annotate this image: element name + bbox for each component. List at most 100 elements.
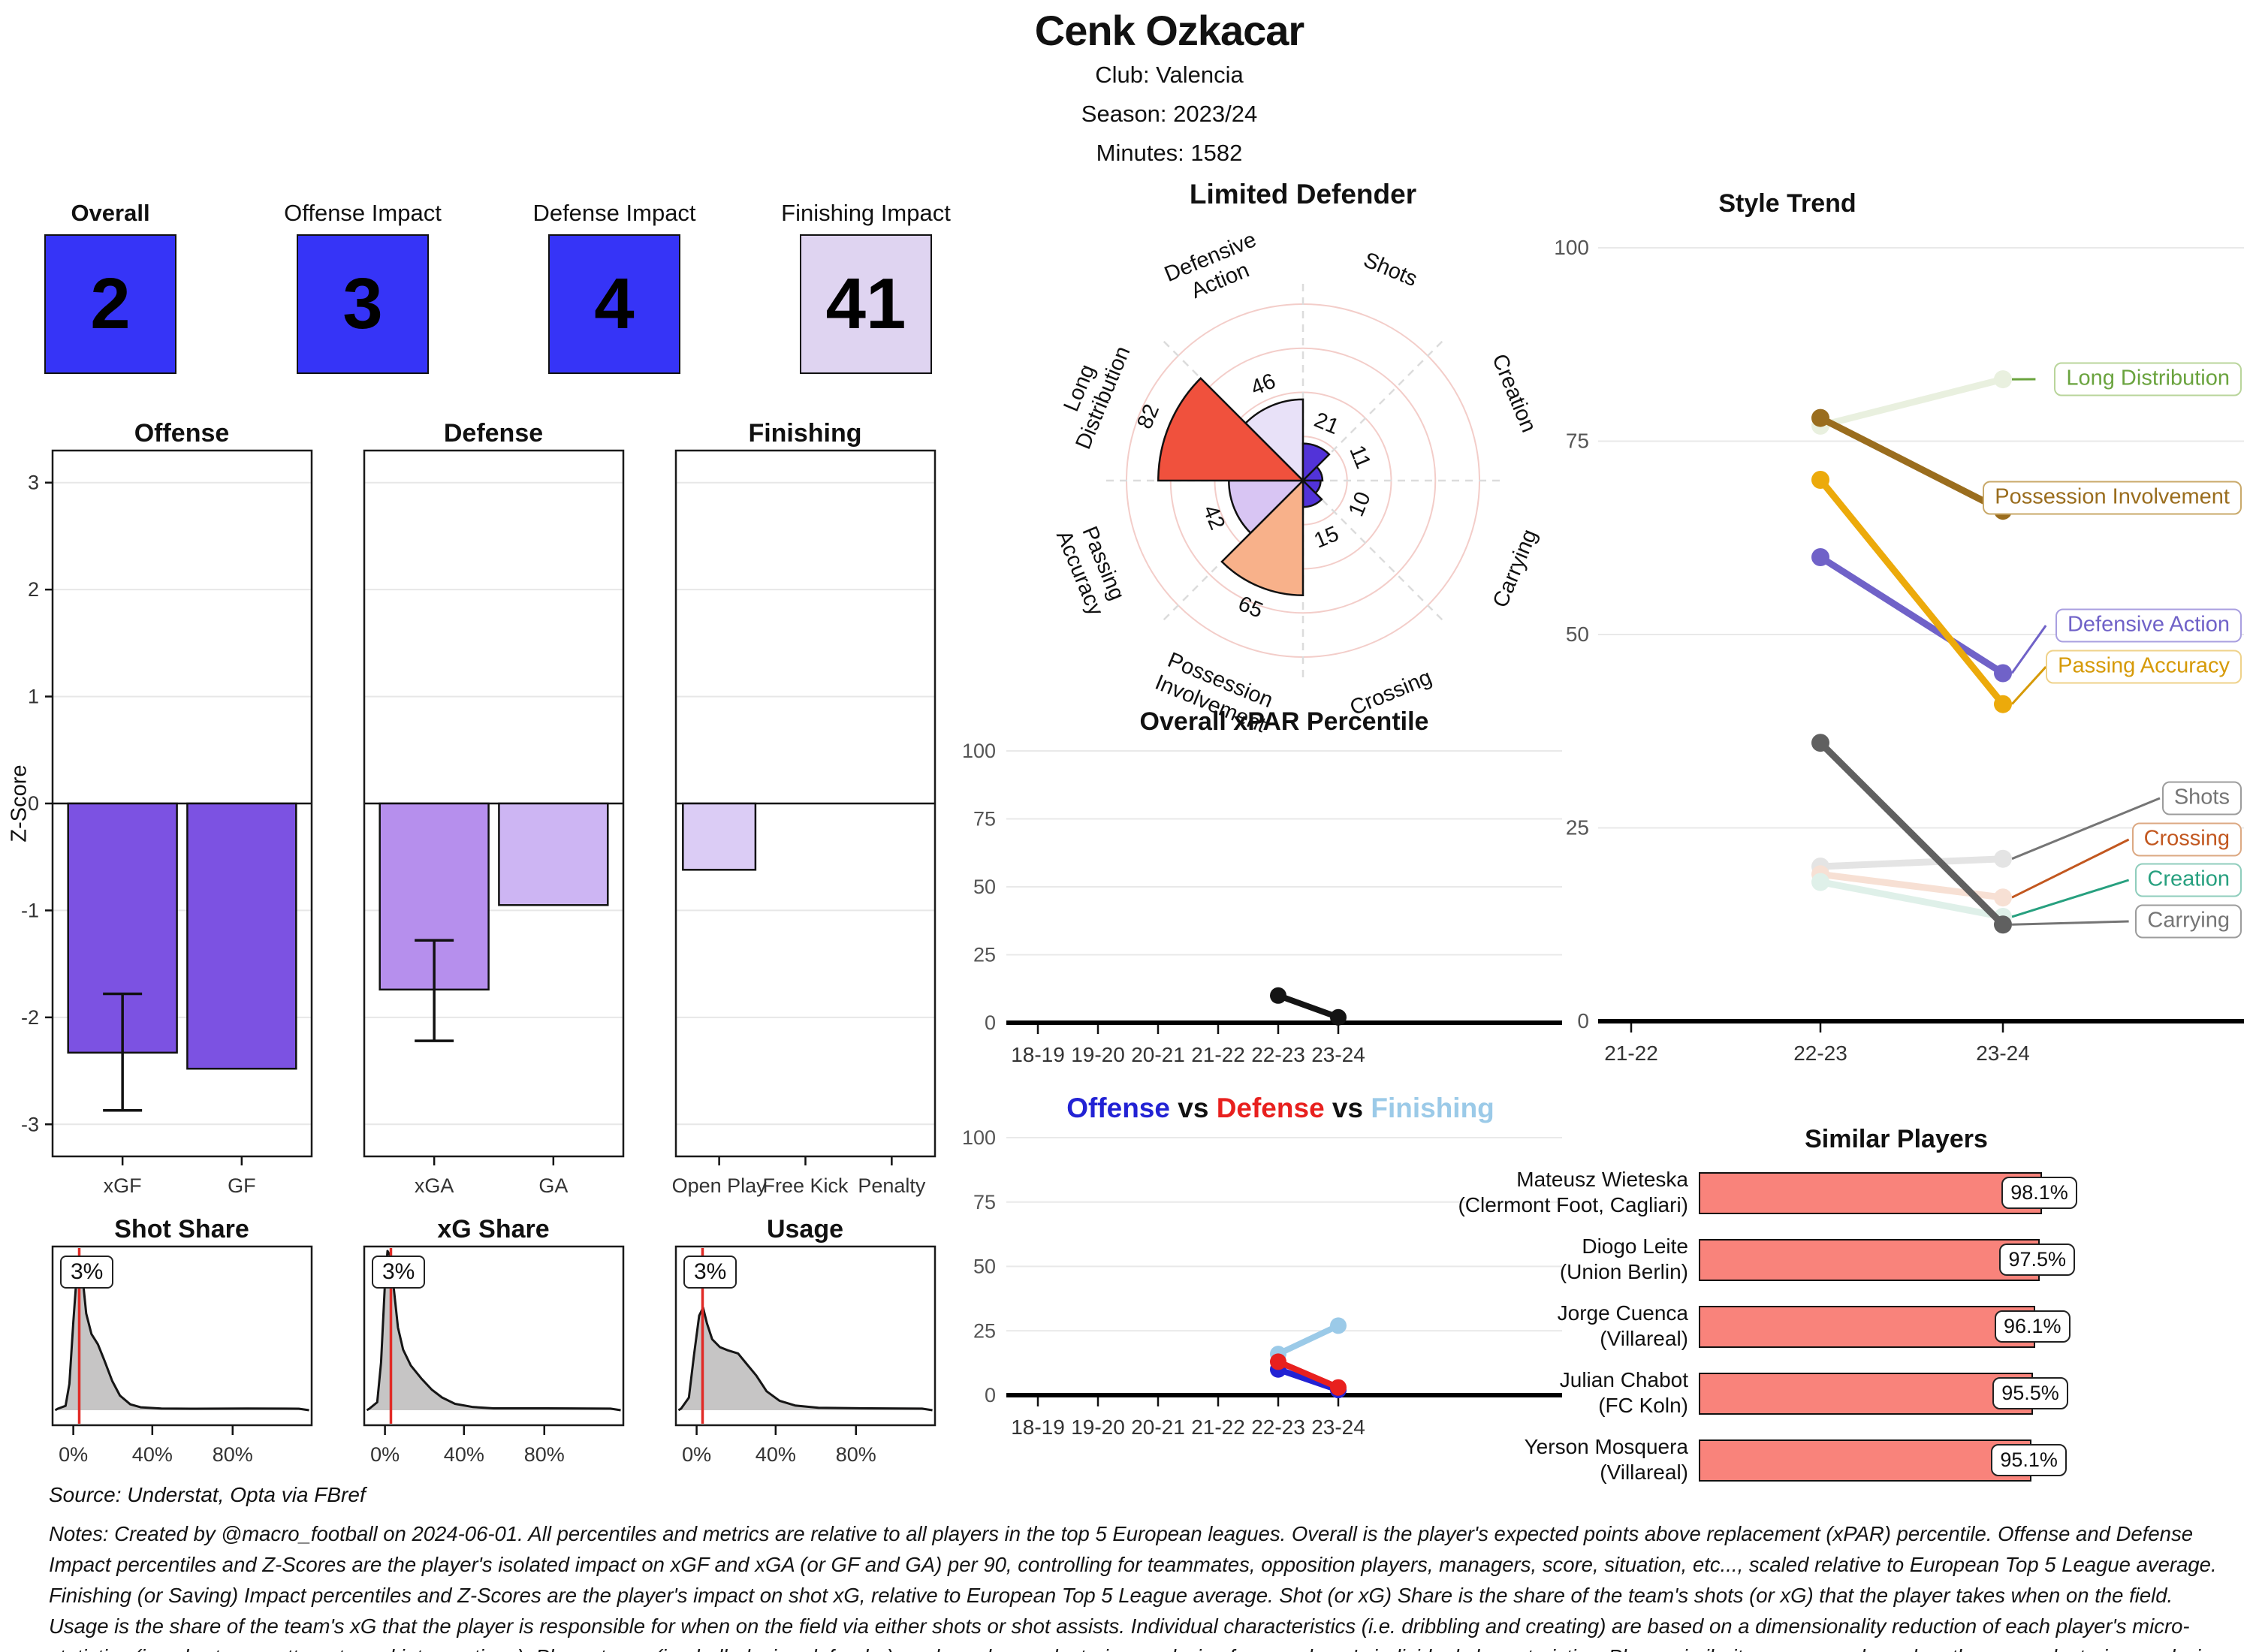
ovd-title-finishing: Finishing xyxy=(1371,1093,1494,1123)
impact-value: 3 xyxy=(342,264,383,344)
trend-point xyxy=(1811,408,1829,427)
y-tick-label: 75 xyxy=(973,1191,996,1213)
trend-point xyxy=(1994,695,2012,713)
panel-border xyxy=(674,1245,936,1427)
y-tick-label: 0 xyxy=(1577,1009,1589,1032)
panel-border xyxy=(363,449,625,1158)
line-offense xyxy=(1275,1366,1341,1394)
x-tick-label: 19-20 xyxy=(1071,1043,1125,1066)
density-fill-xg-share xyxy=(366,1251,621,1410)
x-tick-label: 20-21 xyxy=(1131,1415,1185,1439)
x-tick-label: 0% xyxy=(682,1443,711,1466)
x-tick-label: 0% xyxy=(59,1443,88,1466)
x-tick-label: xGA xyxy=(415,1174,454,1197)
trend-point xyxy=(1994,849,2012,868)
trend-line-defensive-action xyxy=(1817,553,2007,677)
y-tick-label: -1 xyxy=(21,899,39,921)
x-tick-label: GA xyxy=(538,1174,568,1197)
impact-value: 41 xyxy=(825,264,906,344)
y-tick-label: 50 xyxy=(973,1256,996,1278)
x-tick-label: 23-24 xyxy=(1311,1415,1365,1439)
x-tick-label: 40% xyxy=(444,1443,484,1466)
player-type-title: Limited Defender xyxy=(1189,179,1417,210)
similar-player-name: Diogo Leite (Union Berlin) xyxy=(1559,1234,1688,1283)
wedge-shots xyxy=(1301,442,1331,484)
density-curve-xg-share xyxy=(366,1250,621,1412)
impact-box: 2 xyxy=(44,234,176,374)
y-tick-label: 0 xyxy=(985,1384,996,1406)
y-tick-label: 3 xyxy=(28,472,39,494)
ovd-title-defense: Defense xyxy=(1216,1093,1325,1123)
x-tick-label: Free Kick xyxy=(762,1174,849,1197)
x-tick-label: Open Play xyxy=(672,1174,768,1197)
finishing-panel-title: Finishing xyxy=(748,419,862,448)
impact-label: Finishing Impact xyxy=(781,200,951,226)
polar-grid-spoke xyxy=(1302,480,1445,623)
impact-card-defense: Defense Impact 4 xyxy=(494,200,734,374)
x-tick-label: xGF xyxy=(104,1174,142,1197)
trend-point xyxy=(1994,888,2012,907)
trend-line-passing-accuracy xyxy=(1817,476,2007,708)
point-defense xyxy=(1270,1353,1286,1370)
trend-point xyxy=(1811,734,1829,752)
x-tick-label: 23-24 xyxy=(1311,1043,1365,1066)
similar-player-score: 97.5% xyxy=(1999,1244,2075,1276)
x-tick-label: 80% xyxy=(524,1443,565,1466)
x-tick-label: Penalty xyxy=(858,1174,926,1197)
y-tick-label: 50 xyxy=(1566,623,1589,646)
x-tick-label: 0% xyxy=(370,1443,400,1466)
similar-player-bar xyxy=(1699,1373,2034,1415)
wedge-possession-involvement xyxy=(1220,478,1304,597)
similar-player-bar xyxy=(1699,1172,2043,1214)
similar-players-title: Similar Players xyxy=(1805,1125,1988,1153)
wedge-long-distribution xyxy=(1157,376,1306,482)
x-tick-label: 18-19 xyxy=(1011,1043,1065,1066)
season-line: Season: 2023/24 xyxy=(1081,101,1258,127)
trend-line-shots xyxy=(1817,855,2007,870)
y-tick-label: 100 xyxy=(1554,236,1589,259)
wedge-value: 82 xyxy=(1133,401,1164,433)
x-tick-label: 20-21 xyxy=(1131,1043,1185,1066)
impact-label: Offense Impact xyxy=(284,200,442,226)
trend-connector xyxy=(2011,838,2130,899)
wedge-value: 10 xyxy=(1344,488,1376,520)
x-tick-label: 21-22 xyxy=(1604,1042,1658,1065)
x-tick-label: 22-23 xyxy=(1793,1042,1847,1065)
trend-label-carrying: Carrying xyxy=(2135,904,2242,939)
point-overall-xpar xyxy=(1330,1008,1347,1026)
density-fill-usage xyxy=(678,1307,933,1410)
notes-block: Notes: Created by @macro_football on 202… xyxy=(49,1522,2217,1652)
impact-value: 2 xyxy=(90,264,131,344)
x-tick-label: 40% xyxy=(756,1443,796,1466)
similar-player-score: 98.1% xyxy=(2001,1177,2077,1209)
trend-line-possession-involvement xyxy=(1817,415,2007,514)
trend-label-passing-accuracy: Passing Accuracy xyxy=(2046,650,2242,684)
polar-axis-label: LongDistribution xyxy=(1048,333,1135,453)
polar-axis-label: Shots xyxy=(1360,248,1421,291)
panel-border xyxy=(51,1245,313,1427)
point-defense xyxy=(1330,1379,1347,1396)
ovd-title: Offense vs Defense vs Finishing xyxy=(1066,1093,1494,1124)
x-tick-label: 19-20 xyxy=(1071,1415,1125,1439)
bar-GA xyxy=(498,802,609,906)
similar-player-score: 95.1% xyxy=(1991,1444,2067,1476)
ovd-title-offense: Offense xyxy=(1066,1093,1170,1123)
trend-connector xyxy=(2010,625,2047,674)
xg-share-title: xG Share xyxy=(437,1215,550,1244)
x-tick-label: 21-22 xyxy=(1191,1043,1245,1066)
x-tick-label: 80% xyxy=(836,1443,876,1466)
trend-line-creation xyxy=(1817,879,2007,921)
trend-point xyxy=(1811,873,1829,891)
similar-player-bar xyxy=(1699,1306,2035,1348)
wedge-creation xyxy=(1300,465,1324,482)
impact-card-offense: Offense Impact 3 xyxy=(243,200,483,374)
impact-card-overall: Overall 2 xyxy=(0,200,231,374)
source-note: Source: Understat, Opta via FBref xyxy=(49,1483,366,1506)
x-tick-label: 21-22 xyxy=(1191,1415,1245,1439)
similar-player-score: 96.1% xyxy=(1994,1310,2071,1343)
polar-axis-label: Carrying xyxy=(1488,526,1543,610)
x-tick-label: 40% xyxy=(132,1443,173,1466)
x-tick-label: 80% xyxy=(213,1443,253,1466)
